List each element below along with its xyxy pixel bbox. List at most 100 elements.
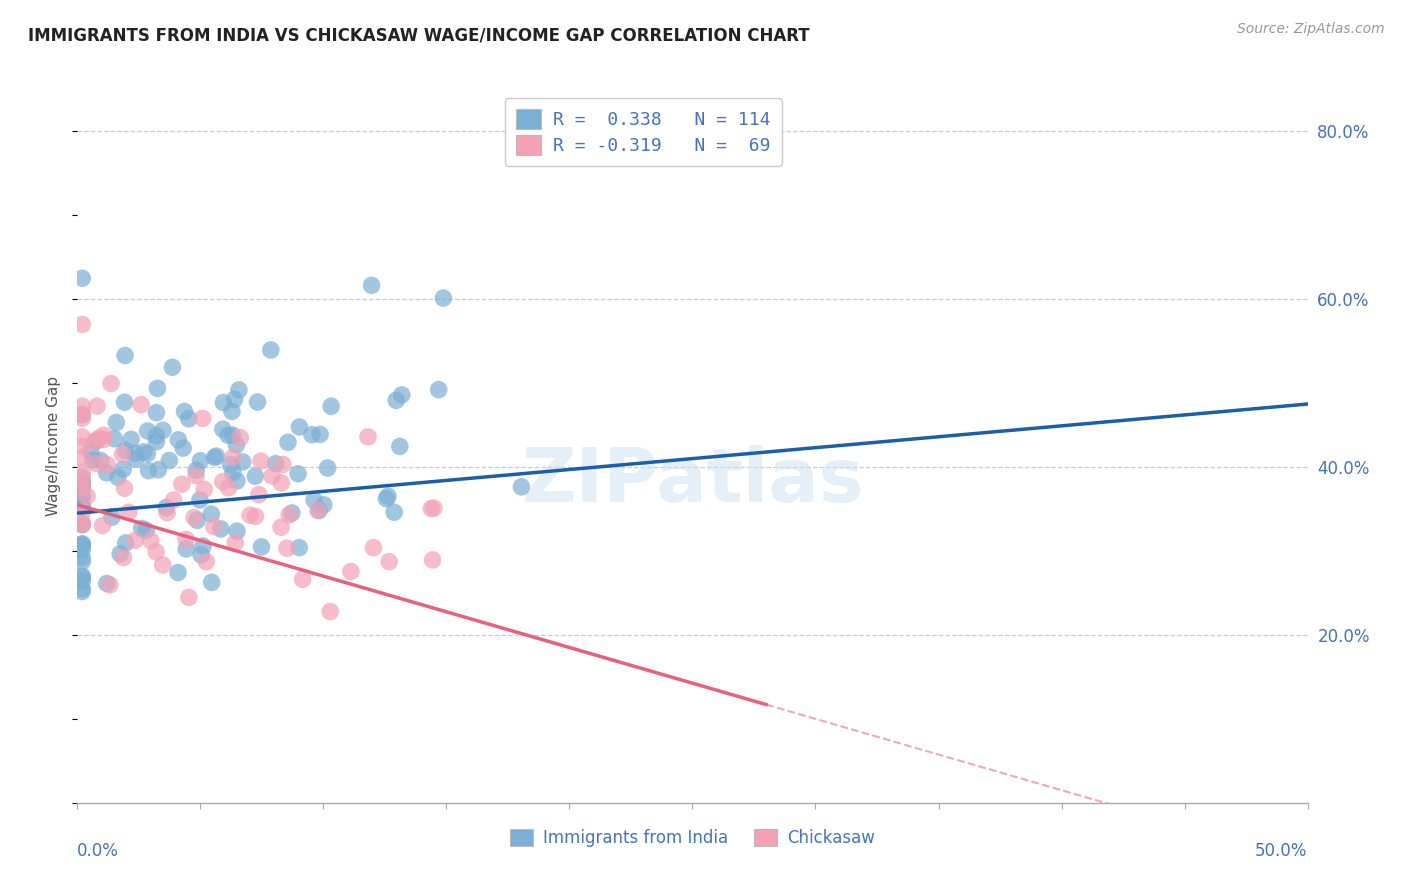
Point [377,489,399,503]
Point [232,455,254,469]
Point [79,444,101,458]
Point [70,539,93,553]
Point [301,427,323,442]
Point [204,450,226,465]
Point [360,278,382,293]
Point [124,533,146,548]
Point [260,343,283,357]
Point [308,503,330,517]
Point [316,461,339,475]
Point [136,424,159,438]
Point [222,450,245,464]
Point [224,536,246,550]
Point [270,475,292,490]
Point [70,506,93,520]
Point [111,447,134,461]
Point [190,548,212,562]
Point [70,582,93,596]
Point [307,503,329,517]
Point [184,468,207,483]
Point [212,422,235,436]
Point [70,516,93,531]
Point [70,491,93,505]
Point [221,404,243,418]
Point [162,493,184,508]
Point [264,457,287,471]
Point [270,520,292,534]
Point [219,458,242,472]
Point [288,420,311,434]
Point [162,360,184,375]
Point [70,480,93,494]
Point [174,533,197,547]
Point [108,547,131,561]
Point [226,524,249,538]
Point [190,454,212,468]
Point [114,395,136,409]
Point [167,566,190,580]
Point [271,458,294,472]
Point [277,435,299,450]
Point [70,399,93,413]
Point [218,481,240,495]
Point [224,392,246,407]
Point [70,569,93,583]
Point [70,500,93,514]
Point [70,430,93,444]
Point [245,509,267,524]
Point [170,477,193,491]
Point [96,576,118,591]
Point [157,453,180,467]
Y-axis label: Wage/Income Gap: Wage/Income Gap [46,376,62,516]
Point [146,381,169,395]
Point [148,463,170,477]
Point [291,573,314,587]
Point [70,479,93,493]
Point [70,470,93,484]
Point [247,488,270,502]
Point [167,433,190,447]
Point [262,469,284,483]
Point [228,383,250,397]
Point [70,570,93,584]
Point [70,482,93,496]
Point [382,505,405,519]
Point [173,404,195,418]
Point [70,584,93,599]
Point [82,452,104,467]
Point [101,510,124,524]
Point [98,578,121,592]
Point [205,449,228,463]
Point [70,474,93,488]
Point [70,555,93,569]
Point [86,399,108,413]
Point [239,508,262,523]
Point [510,480,533,494]
Point [212,395,235,409]
Point [120,433,142,447]
Point [90,453,112,467]
Point [100,376,122,391]
Point [70,408,93,422]
Point [312,498,335,512]
Point [172,441,194,455]
Point [70,408,93,422]
Point [70,450,93,465]
Point [70,490,93,504]
Point [155,500,177,515]
Text: IMMIGRANTS FROM INDIA VS CHICKASAW WAGE/INCOME GAP CORRELATION CHART: IMMIGRANTS FROM INDIA VS CHICKASAW WAGE/… [28,27,810,45]
Text: 50.0%: 50.0% [1256,842,1308,860]
Point [84,457,107,471]
Point [118,505,141,519]
Point [281,506,304,520]
Point [136,447,159,461]
Point [378,555,401,569]
Point [87,431,110,445]
Point [309,427,332,442]
Point [70,440,93,454]
Point [226,474,249,488]
Point [96,466,118,480]
Point [114,349,136,363]
Point [250,540,273,554]
Point [183,510,205,524]
